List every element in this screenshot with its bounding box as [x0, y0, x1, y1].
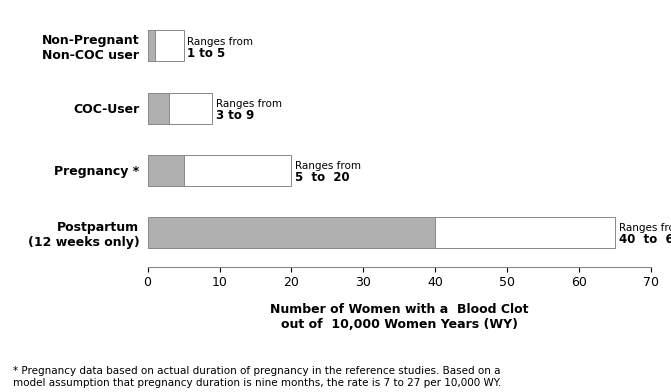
Bar	[148, 93, 169, 123]
Text: 40  to  65: 40 to 65	[619, 233, 671, 246]
Text: Ranges from: Ranges from	[187, 36, 253, 47]
Bar	[148, 217, 435, 248]
Text: 1 to 5: 1 to 5	[187, 47, 225, 60]
Bar	[435, 217, 615, 248]
Text: Ranges from: Ranges from	[295, 161, 361, 171]
Text: * Pregnancy data based on actual duration of pregnancy in the reference studies.: * Pregnancy data based on actual duratio…	[13, 367, 502, 388]
Text: Ranges from: Ranges from	[619, 223, 671, 233]
Text: Ranges from: Ranges from	[216, 99, 282, 109]
Bar	[148, 155, 184, 186]
Bar	[169, 93, 212, 123]
Text: 3 to 9: 3 to 9	[216, 109, 254, 122]
Bar	[155, 31, 184, 62]
Bar	[148, 31, 155, 62]
Bar	[184, 155, 291, 186]
Text: 5  to  20: 5 to 20	[295, 171, 350, 184]
X-axis label: Number of Women with a  Blood Clot
out of  10,000 Women Years (WY): Number of Women with a Blood Clot out of…	[270, 303, 529, 331]
